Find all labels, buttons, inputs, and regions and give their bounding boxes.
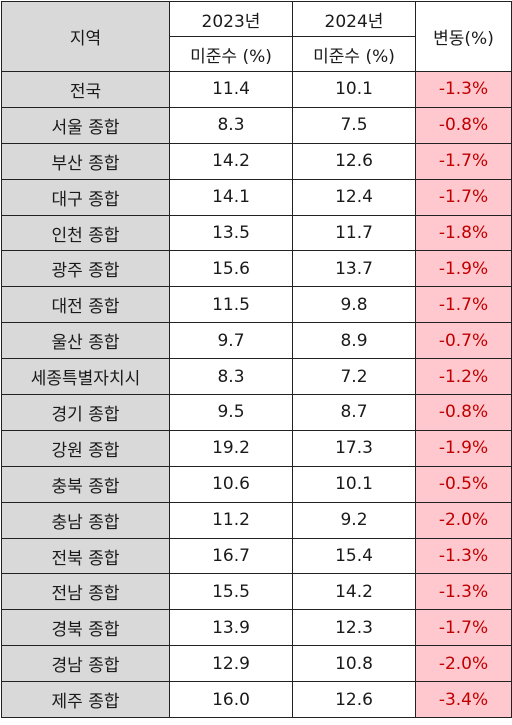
value-2023-cell: 16.0: [169, 681, 293, 719]
change-cell: -1.8%: [415, 214, 512, 252]
table-row: 강원 종합 19.2 17.3 -1.9%: [1, 429, 512, 467]
value-2023-cell: 11.4: [169, 71, 293, 108]
table-body: 전국 11.4 10.1 -1.3% 서울 종합 8.3 7.5 -0.8% 부산 종합 14.2…: [1, 71, 512, 719]
change-cell: -1.7%: [415, 178, 512, 216]
region-cell: 제주 종합: [1, 681, 170, 719]
table-row: 전남 종합 15.5 14.2 -1.3%: [1, 573, 512, 611]
change-cell: -1.3%: [415, 573, 512, 611]
table-row: 전북 종합 16.7 15.4 -1.3%: [1, 537, 512, 575]
change-cell: -1.7%: [415, 609, 512, 647]
value-2024-cell: 7.5: [292, 106, 416, 144]
table-row: 울산 종합 9.7 8.9 -0.7%: [1, 322, 512, 360]
region-cell: 경북 종합: [1, 609, 170, 647]
table-row: 대전 종합 11.5 9.8 -1.7%: [1, 286, 512, 324]
region-cell: 부산 종합: [1, 142, 170, 180]
value-2023-cell: 11.5: [169, 286, 293, 324]
region-cell: 전국: [1, 71, 170, 108]
table-row: 대구 종합 14.1 12.4 -1.7%: [1, 178, 512, 216]
header-change: 변동(%): [415, 1, 512, 72]
value-2024-cell: 10.1: [292, 71, 416, 108]
value-2023-cell: 12.9: [169, 645, 293, 683]
change-cell: -2.0%: [415, 501, 512, 539]
change-cell: -0.5%: [415, 465, 512, 503]
change-cell: -1.2%: [415, 358, 512, 396]
value-2024-cell: 14.2: [292, 573, 416, 611]
region-cell: 대구 종합: [1, 178, 170, 216]
header-year-2024: 2024년: [292, 1, 416, 37]
region-cell: 충북 종합: [1, 465, 170, 503]
value-2023-cell: 19.2: [169, 429, 293, 467]
header-unit-2023: 미준수 (%): [169, 36, 293, 72]
region-cell: 대전 종합: [1, 286, 170, 324]
value-2023-cell: 15.6: [169, 250, 293, 288]
table-row: 충북 종합 10.6 10.1 -0.5%: [1, 465, 512, 503]
value-2023-cell: 13.9: [169, 609, 293, 647]
value-2023-cell: 10.6: [169, 465, 293, 503]
value-2023-cell: 13.5: [169, 214, 293, 252]
region-cell: 경남 종합: [1, 645, 170, 683]
table-row: 제주 종합 16.0 12.6 -3.4%: [1, 681, 512, 719]
table-row: 경북 종합 13.9 12.3 -1.7%: [1, 609, 512, 647]
change-cell: -1.7%: [415, 142, 512, 180]
value-2023-cell: 16.7: [169, 537, 293, 575]
table-row: 서울 종합 8.3 7.5 -0.8%: [1, 106, 512, 144]
header-year-2023: 2023년: [169, 1, 293, 37]
change-cell: -3.4%: [415, 681, 512, 719]
region-cell: 울산 종합: [1, 322, 170, 360]
region-cell: 경기 종합: [1, 394, 170, 431]
region-cell: 광주 종합: [1, 250, 170, 288]
value-2024-cell: 9.8: [292, 286, 416, 324]
change-cell: -1.3%: [415, 537, 512, 575]
change-cell: -2.0%: [415, 645, 512, 683]
region-cell: 인천 종합: [1, 214, 170, 252]
value-2024-cell: 10.1: [292, 465, 416, 503]
table-row: 세종특별자치시 8.3 7.2 -1.2%: [1, 358, 512, 396]
value-2023-cell: 15.5: [169, 573, 293, 611]
region-cell: 전북 종합: [1, 537, 170, 575]
value-2024-cell: 8.7: [292, 394, 416, 431]
region-cell: 충남 종합: [1, 501, 170, 539]
value-2023-cell: 11.2: [169, 501, 293, 539]
region-cell: 세종특별자치시: [1, 358, 170, 396]
region-cell: 전남 종합: [1, 573, 170, 611]
change-cell: -0.8%: [415, 394, 512, 431]
value-2024-cell: 15.4: [292, 537, 416, 575]
value-2023-cell: 9.5: [169, 394, 293, 431]
value-2024-cell: 12.4: [292, 178, 416, 216]
value-2024-cell: 11.7: [292, 214, 416, 252]
table-row: 전국 11.4 10.1 -1.3%: [1, 71, 512, 108]
change-cell: -1.9%: [415, 429, 512, 467]
change-cell: -1.7%: [415, 286, 512, 324]
value-2024-cell: 9.2: [292, 501, 416, 539]
value-2024-cell: 10.8: [292, 645, 416, 683]
change-cell: -1.9%: [415, 250, 512, 288]
table-row: 인천 종합 13.5 11.7 -1.8%: [1, 214, 512, 252]
value-2023-cell: 8.3: [169, 106, 293, 144]
table-row: 경남 종합 12.9 10.8 -2.0%: [1, 645, 512, 683]
header-region: 지역: [1, 1, 170, 72]
value-2024-cell: 12.6: [292, 142, 416, 180]
change-cell: -0.7%: [415, 322, 512, 360]
value-2023-cell: 14.2: [169, 142, 293, 180]
table-row: 광주 종합 15.6 13.7 -1.9%: [1, 250, 512, 288]
change-cell: -1.3%: [415, 71, 512, 108]
value-2023-cell: 8.3: [169, 358, 293, 396]
value-2024-cell: 12.6: [292, 681, 416, 719]
change-cell: -0.8%: [415, 106, 512, 144]
region-cell: 강원 종합: [1, 429, 170, 467]
header-unit-2024: 미준수 (%): [292, 36, 416, 72]
region-cell: 서울 종합: [1, 106, 170, 144]
table-row: 경기 종합 9.5 8.7 -0.8%: [1, 394, 512, 431]
table-row: 충남 종합 11.2 9.2 -2.0%: [1, 501, 512, 539]
value-2024-cell: 12.3: [292, 609, 416, 647]
value-2024-cell: 17.3: [292, 429, 416, 467]
value-2024-cell: 7.2: [292, 358, 416, 396]
value-2023-cell: 14.1: [169, 178, 293, 216]
value-2024-cell: 13.7: [292, 250, 416, 288]
value-2023-cell: 9.7: [169, 322, 293, 360]
table-row: 부산 종합 14.2 12.6 -1.7%: [1, 142, 512, 180]
value-2024-cell: 8.9: [292, 322, 416, 360]
